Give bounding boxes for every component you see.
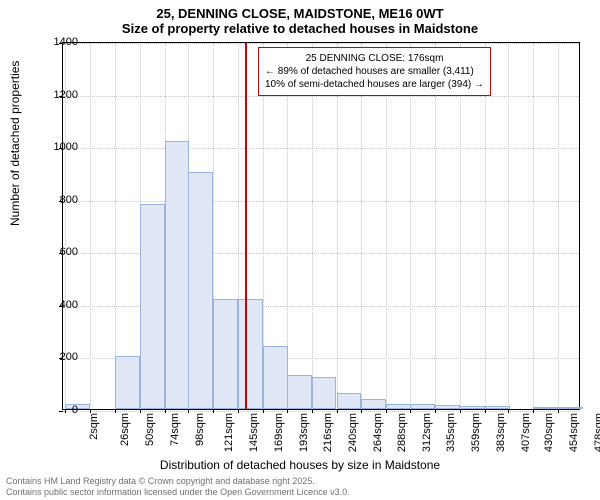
xtick-label: 454sqm [568,413,580,452]
xtick-mark [361,409,362,413]
histogram-bar [460,406,485,409]
ytick-label: 800 [60,194,78,206]
annotation-line: 25 DENNING CLOSE: 176sqm [265,52,484,65]
xtick-label: 430sqm [544,413,556,452]
gridline-vertical [533,43,534,409]
footer-line-2: Contains public sector information licen… [6,487,350,498]
ytick-label: 1200 [54,89,78,101]
histogram-bar [410,404,435,409]
annotation-box: 25 DENNING CLOSE: 176sqm← 89% of detache… [258,47,491,96]
xtick-mark [312,409,313,413]
xtick-label: 169sqm [273,413,285,452]
gridline-vertical [312,43,313,409]
xtick-mark [410,409,411,413]
footer-attribution: Contains HM Land Registry data © Crown c… [6,476,350,498]
xtick-label: 240sqm [347,413,359,452]
histogram-bar [188,172,213,409]
histogram-bar [287,375,312,409]
xtick-mark [263,409,264,413]
xtick-label: 312sqm [421,413,433,452]
xtick-mark [65,409,66,413]
xtick-mark [386,409,387,413]
histogram-bar [435,405,460,409]
annotation-line: ← 89% of detached houses are smaller (3,… [265,65,484,78]
xtick-mark [508,409,509,413]
histogram-bar [485,406,510,409]
xtick-label: 145sqm [248,413,260,452]
marker-line [245,43,247,409]
xtick-label: 2sqm [88,413,100,440]
xtick-mark [337,409,338,413]
ytick-label: 1400 [54,36,78,48]
histogram-bar [361,399,386,410]
xtick-mark [165,409,166,413]
xtick-label: 26sqm [119,413,131,446]
histogram-bar [558,407,583,409]
histogram-bar [140,204,165,409]
gridline-vertical [90,43,91,409]
plot-box: 25 DENNING CLOSE: 176sqm← 89% of detache… [62,42,580,410]
gridline-vertical [460,43,461,409]
gridline-vertical [485,43,486,409]
x-axis-label: Distribution of detached houses by size … [0,458,600,472]
histogram-bar [386,404,411,409]
xtick-label: 359sqm [470,413,482,452]
xtick-mark [485,409,486,413]
histogram-bar [213,299,238,409]
xtick-label: 383sqm [495,413,507,452]
chart-container: 25, DENNING CLOSE, MAIDSTONE, ME16 0WT S… [0,0,600,500]
gridline-vertical [435,43,436,409]
histogram-bar [312,377,337,409]
gridline-vertical [508,43,509,409]
plot-area: 25 DENNING CLOSE: 176sqm← 89% of detache… [62,42,580,410]
y-axis-label: Number of detached properties [8,61,22,226]
histogram-bar [533,407,558,409]
gridline-vertical [361,43,362,409]
histogram-bar [263,346,288,409]
xtick-label: 288sqm [397,413,409,452]
gridline-vertical [115,43,116,409]
xtick-label: 98sqm [194,413,206,446]
xtick-label: 407sqm [520,413,532,452]
xtick-label: 193sqm [298,413,310,452]
annotation-line: 10% of semi-detached houses are larger (… [265,78,484,91]
ytick-label: 600 [60,246,78,258]
chart-title: 25, DENNING CLOSE, MAIDSTONE, ME16 0WT [0,0,600,21]
gridline-vertical [410,43,411,409]
histogram-bar [337,393,362,409]
histogram-bar [115,356,140,409]
xtick-mark [435,409,436,413]
xtick-mark [115,409,116,413]
xtick-label: 216sqm [322,413,334,452]
ytick-label: 400 [60,299,78,311]
xtick-mark [213,409,214,413]
xtick-label: 50sqm [144,413,156,446]
ytick-label: 0 [72,404,78,416]
ytick-label: 200 [60,351,78,363]
xtick-label: 264sqm [372,413,384,452]
xtick-label: 74sqm [169,413,181,446]
xtick-label: 478sqm [593,413,600,452]
xtick-label: 121sqm [223,413,235,452]
xtick-mark [238,409,239,413]
xtick-label: 335sqm [445,413,457,452]
footer-line-1: Contains HM Land Registry data © Crown c… [6,476,350,487]
xtick-mark [287,409,288,413]
histogram-bar [238,299,263,409]
xtick-mark [140,409,141,413]
gridline-vertical [558,43,559,409]
xtick-mark [558,409,559,413]
gridline-vertical [337,43,338,409]
xtick-mark [533,409,534,413]
ytick-label: 1000 [54,141,78,153]
chart-subtitle: Size of property relative to detached ho… [0,21,600,40]
xtick-mark [460,409,461,413]
ytick-mark [59,411,63,412]
gridline-vertical [386,43,387,409]
histogram-bar [165,141,190,409]
xtick-mark [188,409,189,413]
